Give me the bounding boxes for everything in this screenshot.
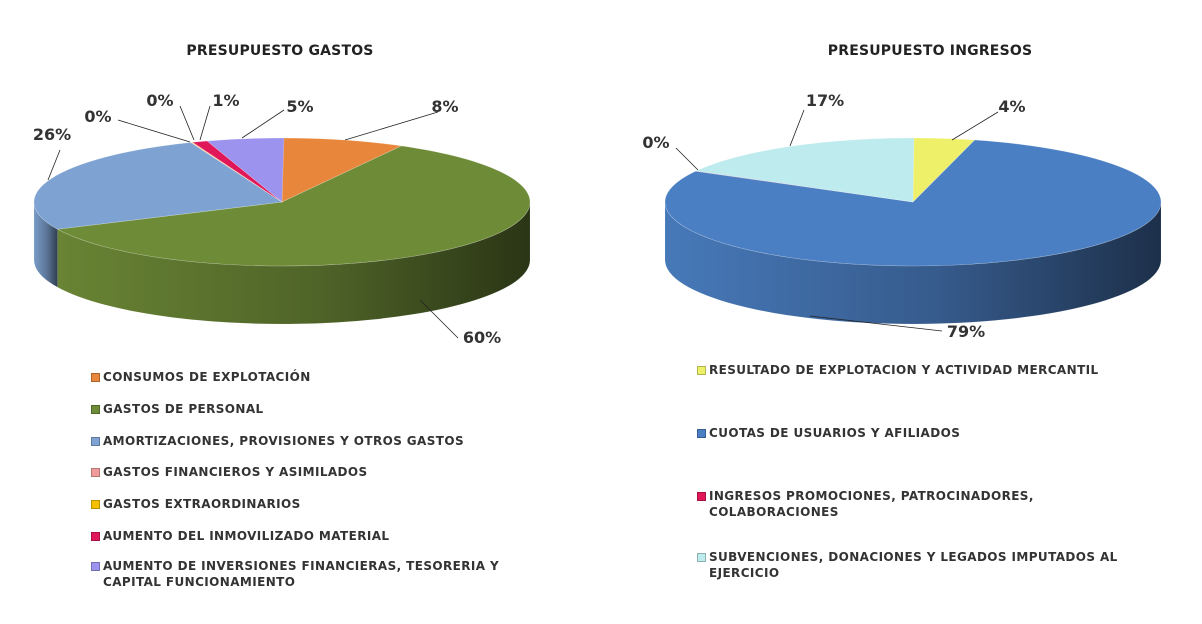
legend-label: AUMENTO DEL INMOVILIZADO MATERIAL	[103, 529, 390, 543]
legend-label: GASTOS EXTRAORDINARIOS	[103, 497, 301, 511]
data-label: 1%	[212, 91, 239, 110]
pie-slice-5	[190, 141, 283, 203]
chart-title: PRESUPUESTO GASTOS	[186, 43, 374, 59]
chart-title: PRESUPUESTO INGRESOS	[827, 43, 1033, 59]
legend-label: CUOTAS DE USUARIOS Y AFILIADOS	[709, 426, 961, 440]
pie-top-faces	[664, 137, 1162, 267]
leader-line	[951, 111, 999, 141]
data-label: 60%	[463, 328, 501, 347]
legend-swatch	[91, 437, 100, 446]
legend-item: AMORTIZACIONES, PROVISIONES Y OTROS GAST…	[91, 433, 464, 449]
data-label: 5%	[286, 97, 313, 116]
pie-plot-area: 8% 60% 26% 0% 0% 1% 5%	[33, 91, 531, 347]
data-label: 0%	[146, 91, 173, 110]
pie-slice-3	[694, 170, 914, 203]
legend-label: GASTOS DE PERSONAL	[103, 402, 264, 416]
legend-label: AUMENTO DE INVERSIONES FINANCIERAS, TESO…	[103, 559, 500, 589]
pie-slice-7	[206, 137, 285, 203]
legend-label: CONSUMOS DE EXPLOTACIÓN	[103, 370, 311, 384]
data-label: 0%	[642, 133, 669, 152]
data-label: 17%	[806, 91, 844, 110]
pie-slice-1	[281, 137, 403, 203]
pie-slice-4	[695, 137, 915, 203]
legend-swatch	[697, 429, 706, 438]
leader-line	[809, 315, 943, 332]
leader-line	[344, 111, 439, 141]
legend-item: AUMENTO DE INVERSIONES FINANCIERAS, TESO…	[91, 558, 551, 590]
leader-line	[419, 299, 459, 339]
legend-swatch	[91, 468, 100, 477]
leader-line	[675, 147, 699, 171]
pie-slice-6	[191, 140, 283, 203]
leader-line	[47, 149, 61, 181]
data-label: 26%	[33, 125, 71, 144]
pie-slice-2	[56, 145, 531, 267]
data-labels: 8% 60% 26% 0% 0% 1% 5%	[33, 91, 501, 347]
legend-swatch	[697, 553, 706, 562]
legend-label: INGRESOS PROMOCIONES, PATROCINADORES, CO…	[709, 489, 1034, 519]
leader-line	[789, 109, 805, 147]
legend-item: GASTOS FINANCIEROS Y ASIMILADOS	[91, 464, 368, 480]
pie-chart-gastos: PRESUPUESTO GASTOS 8% 60% 26% 0% 0% 1% 5% CONS…	[0, 0, 600, 624]
legend-item: GASTOS EXTRAORDINARIOS	[91, 496, 301, 512]
legend-item: CONSUMOS DE EXPLOTACIÓN	[91, 369, 311, 385]
data-label: 79%	[947, 322, 985, 341]
leader-line	[117, 119, 191, 143]
legend-swatch	[697, 366, 706, 375]
pie-chart-ingresos: PRESUPUESTO INGRESOS 4% 79% 0% 17% RESULTAD…	[600, 0, 1202, 624]
legend-item: SUBVENCIONES, DONACIONES Y LEGADOS IMPUT…	[697, 549, 1167, 581]
legend-label: RESULTADO DE EXPLOTACION Y ACTIVIDAD MER…	[709, 363, 1099, 377]
pie-plot-area: 4% 79% 0% 17%	[642, 91, 1162, 341]
leader-line	[241, 109, 285, 139]
legend-swatch	[91, 562, 100, 571]
pie-slice-4	[189, 142, 283, 203]
data-label: 8%	[431, 97, 458, 116]
legend-swatch	[91, 373, 100, 382]
legend-swatch	[91, 405, 100, 414]
legend-item: AUMENTO DEL INMOVILIZADO MATERIAL	[91, 528, 389, 544]
leader-line	[179, 105, 195, 141]
legend-item: RESULTADO DE EXPLOTACION Y ACTIVIDAD MER…	[697, 362, 1099, 378]
legend-swatch	[697, 492, 706, 501]
pie-slice-2	[664, 139, 1162, 267]
data-labels: 4% 79% 0% 17%	[642, 91, 1025, 341]
data-label: 4%	[998, 97, 1025, 116]
legend-swatch	[91, 532, 100, 541]
pie-top-faces	[33, 137, 531, 267]
legend-item: GASTOS DE PERSONAL	[91, 401, 264, 417]
legend-label: GASTOS FINANCIEROS Y ASIMILADOS	[103, 465, 368, 479]
pie-slice-3	[33, 142, 283, 230]
pie-slice-1	[912, 137, 976, 203]
leader-line	[199, 105, 211, 141]
legend-item: CUOTAS DE USUARIOS Y AFILIADOS	[697, 425, 960, 441]
legend-swatch	[91, 500, 100, 509]
legend-label: AMORTIZACIONES, PROVISIONES Y OTROS GAST…	[103, 434, 465, 448]
legend-label: SUBVENCIONES, DONACIONES Y LEGADOS IMPUT…	[709, 550, 1118, 580]
data-label: 0%	[84, 107, 111, 126]
legend-item: INGRESOS PROMOCIONES, PATROCINADORES, CO…	[697, 488, 1167, 520]
